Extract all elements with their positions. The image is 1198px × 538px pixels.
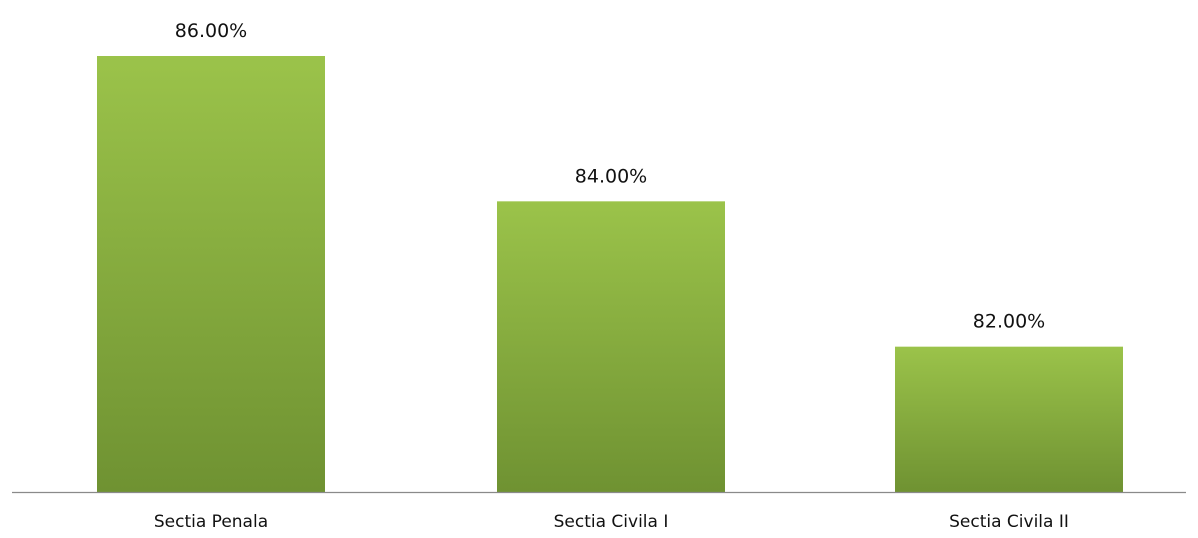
x-tick-label-1: Sectia Penala <box>154 512 268 532</box>
bar-2 <box>497 201 725 493</box>
data-label-1: 86.00% <box>175 20 247 42</box>
bars-layer <box>97 56 1123 493</box>
x-tick-label-3: Sectia Civila II <box>949 512 1069 532</box>
data-label-3: 82.00% <box>973 311 1045 333</box>
x-tick-label-2: Sectia Civila I <box>554 512 669 532</box>
bar-3 <box>895 346 1123 492</box>
x-tick-labels-layer: Sectia Penala Sectia Civila I Sectia Civil… <box>154 512 1069 532</box>
data-labels-layer: 86.00% 84.00% 82.00% <box>175 20 1045 333</box>
bar-1 <box>97 56 325 492</box>
data-label-2: 84.00% <box>575 165 647 187</box>
